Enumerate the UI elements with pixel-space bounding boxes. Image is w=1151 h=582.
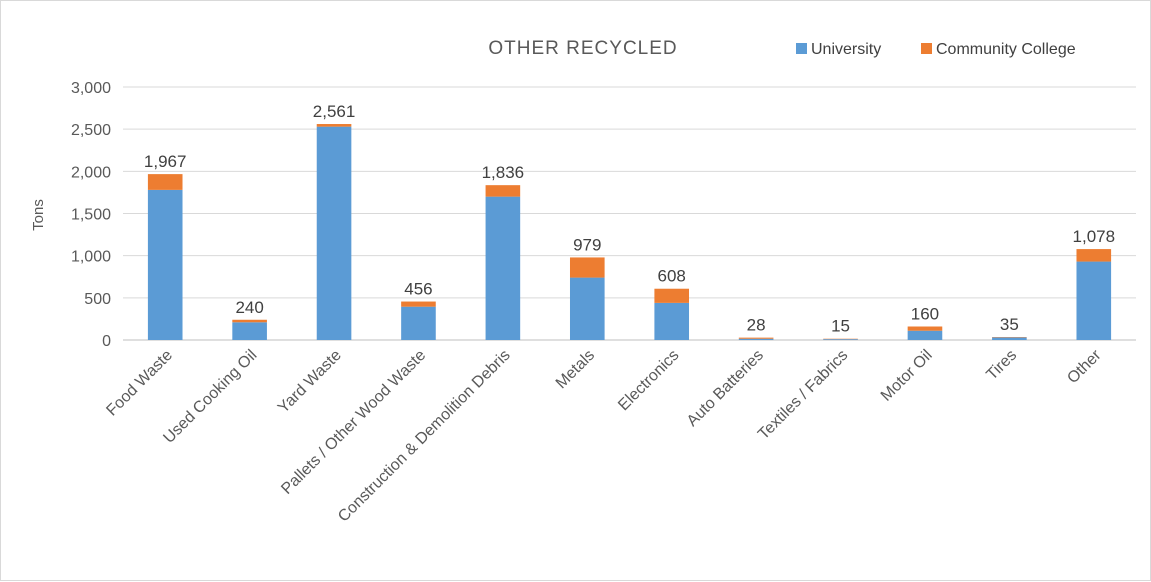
bar-university-other [1076, 262, 1111, 340]
x-tick-label-food-waste: Food Waste [103, 347, 176, 420]
data-label-metals: 979 [573, 235, 601, 254]
bar-community-college-pallets-other-wood-waste [401, 302, 436, 307]
bar-community-college-electronics [654, 289, 689, 303]
x-tick-label-electronics: Electronics [615, 347, 682, 414]
bar-community-college-motor-oil [908, 327, 943, 331]
legend: University Community College [796, 41, 1076, 58]
bar-university-electronics [654, 303, 689, 340]
bar-university-construction-demolition-debris [486, 197, 521, 340]
bar-university-food-waste [148, 190, 183, 340]
data-labels: 1,967 240 2,561 456 1,836 979 608 28 15 160 35 1,07… [144, 102, 1115, 336]
y-tick-label: 2,000 [71, 164, 111, 181]
x-tick-label-yard-waste: Yard Waste [275, 347, 345, 417]
bar-community-college-construction-demolition-debris [486, 185, 521, 196]
bar-university-textiles-fabrics [823, 339, 858, 340]
legend-swatch-university [796, 43, 807, 54]
bar-community-college-auto-batteries [739, 338, 774, 339]
bar-community-college-metals [570, 257, 605, 277]
x-tick-label-used-cooking-oil: Used Cooking Oil [160, 347, 260, 447]
data-label-construction-demolition-debris: 1,836 [482, 163, 525, 182]
legend-label-community-college: Community College [936, 41, 1076, 58]
bar-university-used-cooking-oil [232, 322, 267, 340]
data-label-tires: 35 [1000, 315, 1019, 334]
data-label-yard-waste: 2,561 [313, 102, 356, 121]
y-tick-label: 500 [84, 291, 111, 308]
bar-university-auto-batteries [739, 339, 774, 340]
data-label-electronics: 608 [658, 267, 686, 286]
x-tick-label-auto-batteries: Auto Batteries [684, 347, 767, 430]
y-tick-label: 3,000 [71, 80, 111, 97]
bar-community-college-other [1076, 249, 1111, 261]
data-label-other: 1,078 [1073, 227, 1116, 246]
x-tick-label-tires: Tires [983, 347, 1020, 384]
data-label-motor-oil: 160 [911, 305, 939, 324]
y-axis: 0 500 1,000 1,500 2,000 2,500 3,000 [71, 80, 111, 350]
bar-community-college-yard-waste [317, 124, 352, 127]
data-label-textiles-fabrics: 15 [831, 317, 850, 336]
bars [148, 124, 1111, 340]
x-tick-label-other: Other [1064, 346, 1105, 387]
legend-label-university: University [811, 41, 881, 58]
bar-university-metals [570, 278, 605, 340]
x-tick-label-construction-demolition-debris: Construction & Demolition Debris [335, 347, 514, 526]
data-label-food-waste: 1,967 [144, 152, 187, 171]
chart-title: OTHER RECYCLED [488, 38, 677, 59]
y-tick-label: 1,000 [71, 249, 111, 266]
y-tick-label: 0 [102, 333, 111, 350]
y-tick-label: 1,500 [71, 207, 111, 224]
x-tick-label-pallets-other-wood-waste: Pallets / Other Wood Waste [278, 347, 429, 498]
data-label-pallets-other-wood-waste: 456 [404, 280, 432, 299]
bar-university-pallets-other-wood-waste [401, 307, 436, 340]
y-axis-title: Tons [30, 199, 47, 231]
bar-community-college-food-waste [148, 174, 183, 190]
bar-community-college-used-cooking-oil [232, 320, 267, 323]
gridlines [123, 87, 1136, 340]
data-label-auto-batteries: 28 [747, 316, 766, 335]
bar-university-motor-oil [908, 331, 943, 340]
data-label-used-cooking-oil: 240 [235, 298, 263, 317]
y-tick-label: 2,500 [71, 122, 111, 139]
x-tick-label-textiles-fabrics: Textiles / Fabrics [755, 347, 851, 443]
bar-university-yard-waste [317, 127, 352, 340]
bar-university-tires [992, 337, 1027, 340]
x-tick-label-metals: Metals [553, 347, 598, 392]
x-tick-label-motor-oil: Motor Oil [878, 347, 936, 405]
legend-swatch-community-college [921, 43, 932, 54]
